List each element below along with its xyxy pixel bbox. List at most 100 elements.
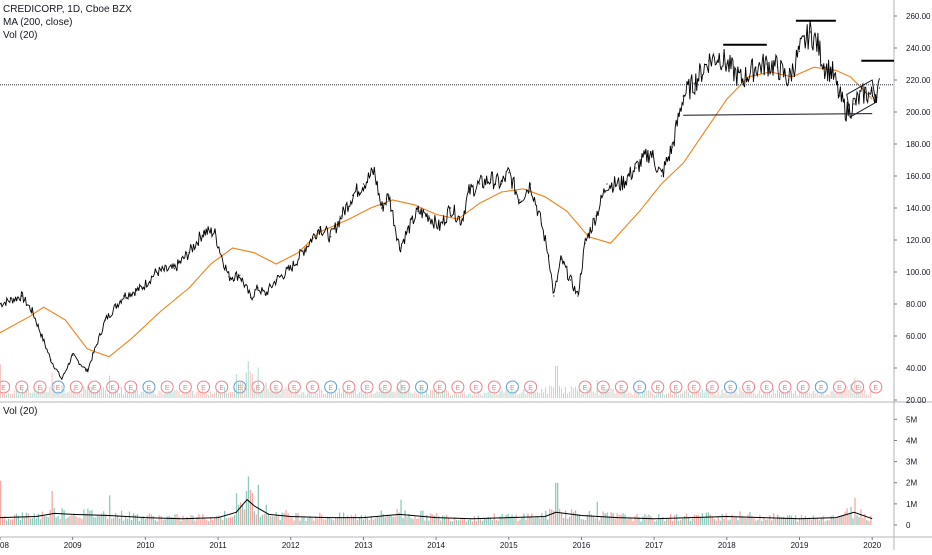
price-pane-volume-bar (31, 392, 33, 398)
price-pane-volume-bar (642, 391, 644, 398)
channel-box[interactable] (846, 79, 877, 118)
earnings-marker[interactable]: E (0, 380, 11, 394)
ma-legend[interactable]: MA (200, close) (3, 17, 73, 28)
earnings-marker[interactable]: E (651, 380, 665, 394)
volume-bar (210, 516, 212, 525)
price-pane-volume-bar (174, 389, 176, 398)
price-pane-volume-bar (473, 391, 475, 398)
price-pane-volume-bar (535, 392, 537, 398)
earnings-marker[interactable]: E (124, 380, 138, 394)
price-pane-volume-bar (352, 391, 354, 398)
earnings-marker[interactable]: E (215, 380, 229, 394)
earnings-marker[interactable]: E (160, 380, 174, 394)
earnings-marker-ring (0, 380, 11, 394)
price-pane-volume-bar (49, 386, 51, 398)
earnings-marker[interactable]: E (633, 380, 647, 394)
earnings-marker[interactable]: E (469, 380, 483, 394)
earnings-marker[interactable]: E (142, 380, 156, 394)
earnings-marker[interactable]: E (106, 380, 120, 394)
volume-bar (733, 517, 735, 525)
earnings-marker[interactable]: E (723, 380, 737, 394)
earnings-marker[interactable]: E (869, 380, 883, 394)
volume-bar (810, 519, 813, 525)
volume-bar (291, 516, 293, 525)
price-pane-volume-bar (808, 392, 810, 398)
earnings-marker[interactable]: E (197, 380, 211, 394)
price-pane-volume-bar (836, 392, 838, 398)
price-pane-volume-bar (806, 392, 808, 398)
volume-pane-label[interactable]: Vol (20) (3, 406, 38, 417)
volume-bar (43, 515, 45, 525)
volume-bar (562, 518, 565, 525)
earnings-marker[interactable]: E (342, 380, 356, 394)
price-pane-volume-bar (457, 394, 459, 398)
price-pane-volume-bar (788, 390, 790, 398)
earnings-marker[interactable]: E (451, 380, 465, 394)
volume-bar (45, 516, 47, 525)
price-pane-volume-bar (779, 391, 781, 398)
price-pane-volume-bar (582, 393, 584, 398)
volume-bar (220, 517, 222, 525)
price-pane-volume-bar (160, 391, 162, 398)
earnings-marker[interactable]: E (378, 380, 392, 394)
price-pane-volume-bar (350, 390, 352, 398)
price-pane-volume-bar (202, 389, 204, 398)
price-pane-volume-bar (749, 388, 751, 398)
earnings-marker[interactable]: E (415, 380, 429, 394)
price-pane-volume-bar (287, 389, 289, 398)
time-axis-label: 2011 (209, 541, 227, 550)
earnings-marker[interactable]: E (796, 380, 810, 394)
earnings-marker[interactable]: E (33, 380, 47, 394)
price-pane-volume-bar (95, 392, 97, 398)
volume-bar (374, 518, 376, 525)
volume-bar (757, 519, 759, 525)
earnings-marker[interactable]: E (487, 380, 501, 394)
earnings-marker[interactable]: E (87, 380, 101, 394)
price-pane-volume-bar (420, 387, 422, 398)
price-pane-volume-bar (818, 394, 820, 398)
price-pane-volume-bar (237, 382, 239, 398)
support-trend-line[interactable] (683, 113, 873, 116)
price-pane-volume-bar (459, 393, 461, 398)
earnings-marker[interactable]: E (814, 380, 828, 394)
earnings-marker-ring (197, 380, 211, 394)
earnings-marker[interactable]: E (178, 380, 192, 394)
earnings-marker[interactable]: E (760, 380, 774, 394)
earnings-marker[interactable]: E (306, 380, 320, 394)
volume-legend-top[interactable]: Vol (20) (3, 30, 38, 41)
price-pane-volume-bar (275, 388, 277, 398)
earnings-marker[interactable]: E (687, 380, 701, 394)
volume-bar (832, 515, 834, 525)
earnings-marker[interactable]: E (433, 380, 447, 394)
symbol-legend[interactable]: CREDICORP, 1D, Cboe BZX (3, 4, 132, 15)
volume-bar (558, 508, 561, 525)
volume-bar (636, 513, 638, 525)
earnings-marker[interactable]: E (324, 380, 338, 394)
earnings-marker[interactable]: E (287, 380, 301, 394)
volume-bar (382, 514, 384, 525)
volume-bar (243, 509, 246, 525)
earnings-marker[interactable]: E (832, 380, 846, 394)
volume-bar (95, 517, 97, 525)
earnings-marker[interactable]: E (578, 380, 592, 394)
earnings-marker[interactable]: E (851, 380, 865, 394)
price-pane-volume-bar (297, 388, 299, 398)
earnings-marker[interactable]: E (742, 380, 756, 394)
price-point (864, 92, 866, 94)
earnings-marker-label: E (655, 385, 660, 392)
price-series-line[interactable] (0, 20, 880, 380)
volume-bar (277, 515, 279, 525)
earnings-marker-label: E (437, 385, 442, 392)
price-point (380, 207, 383, 209)
volume-bar (654, 521, 656, 525)
earnings-marker[interactable]: E (524, 380, 538, 394)
volume-bar (628, 518, 630, 525)
ma-200-line[interactable] (0, 66, 873, 358)
price-pane-volume-bar (701, 389, 703, 398)
volume-bar (122, 520, 125, 525)
price-point (319, 226, 321, 228)
volume-ma-line[interactable] (0, 498, 873, 520)
price-pane-volume-bar (428, 394, 430, 398)
earnings-marker-label: E (165, 385, 170, 392)
